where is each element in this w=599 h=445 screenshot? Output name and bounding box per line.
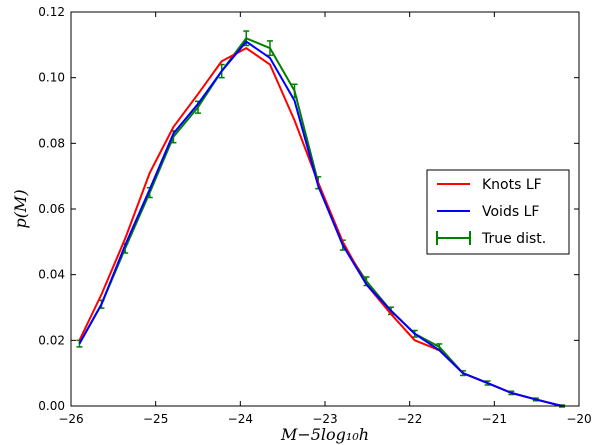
y-tick-label: 0.10 [38, 71, 65, 85]
series-line-voids-lf [78, 40, 563, 407]
x-axis-ticks: −26 −25 −24 −23 −22 −21 −20 [58, 12, 592, 426]
legend: Knots LF Voids LF True dist. [426, 169, 570, 255]
y-tick-label: 0.12 [38, 5, 65, 19]
y-tick-label: 0.08 [38, 136, 65, 150]
legend-label-voids: Voids LF [482, 204, 539, 220]
series-layer [76, 30, 566, 408]
x-tick-label: −23 [312, 412, 337, 426]
x-tick-label: −24 [228, 412, 253, 426]
x-tick-label: −22 [397, 412, 422, 426]
x-tick-label: −21 [482, 412, 507, 426]
x-axis-label: M−5log₁₀h [280, 425, 369, 444]
legend-swatch-true [436, 231, 471, 245]
y-axis-ticks: 0.00 0.02 0.04 0.06 0.08 0.10 0.12 [38, 5, 579, 413]
y-axis-label: p(M) [11, 189, 30, 228]
series-voids-lf [78, 40, 563, 407]
x-tick-label: −26 [58, 412, 83, 426]
y-tick-label: 0.02 [38, 333, 65, 347]
y-tick-label: 0.04 [38, 268, 65, 282]
y-tick-label: 0.06 [38, 202, 65, 216]
error-bar [266, 40, 273, 57]
x-tick-label: −25 [143, 412, 168, 426]
x-tick-label: −20 [566, 412, 591, 426]
legend-label-true: True dist. [481, 231, 546, 247]
plot-frame [70, 11, 580, 407]
legend-label-knots: Knots LF [482, 177, 542, 193]
y-tick-label: 0.00 [38, 399, 65, 413]
